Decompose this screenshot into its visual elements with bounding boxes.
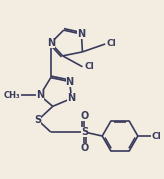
Text: N: N [65,77,74,87]
Text: S: S [81,127,88,137]
Text: Cl: Cl [84,62,94,71]
Text: N: N [47,38,55,48]
Text: N: N [68,93,76,103]
Text: Cl: Cl [107,40,117,49]
Text: N: N [36,90,44,100]
Text: O: O [80,111,89,121]
Text: N: N [77,29,85,39]
Text: Cl: Cl [152,132,161,141]
Text: O: O [80,143,89,153]
Text: S: S [34,115,41,125]
Text: CH₃: CH₃ [3,91,20,100]
